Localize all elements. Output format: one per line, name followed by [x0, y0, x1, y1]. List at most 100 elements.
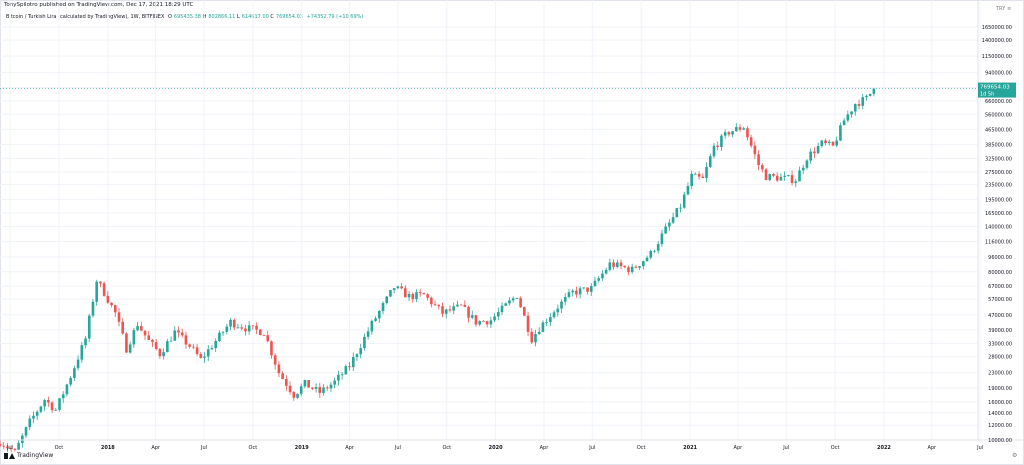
candle-body [337, 374, 340, 381]
candle-body [411, 293, 415, 300]
candle-body [682, 194, 686, 208]
candle-body [21, 435, 24, 443]
candle-body [136, 326, 139, 331]
candle-body [370, 320, 374, 332]
currency-scale-label[interactable]: TRY [996, 6, 1006, 12]
candle-body [311, 387, 314, 389]
candle-body [787, 175, 790, 176]
candle-body [537, 331, 541, 335]
candle-body [656, 244, 660, 251]
candle-body [132, 330, 136, 345]
y-tick-label: 33000.00 [988, 341, 1012, 347]
axis-settings-icon[interactable]: ⚙ [1012, 452, 1018, 459]
candle-body [612, 262, 615, 268]
candle-body [259, 329, 262, 335]
candle-body [296, 393, 299, 398]
candle-body [2, 445, 6, 447]
candle-body [121, 321, 125, 334]
candle-body [192, 346, 195, 348]
candle-body [125, 333, 128, 353]
candle-body [143, 330, 147, 336]
y-tick-label: 12000.00 [988, 423, 1012, 429]
x-tick-label: 2018 [101, 445, 115, 451]
x-tick-label: Jul [588, 445, 595, 451]
candle-countdown: 1d 5h [980, 92, 994, 98]
candle-body [437, 304, 441, 307]
y-tick-label: 275000.00 [985, 170, 1012, 176]
tradingview-brand[interactable]: TradingView [4, 452, 53, 459]
brand-name: TradingView [17, 452, 54, 459]
x-tick-label: Apr [345, 445, 355, 451]
candle-body [244, 328, 247, 332]
candle-body [846, 114, 850, 121]
candle-body [91, 301, 95, 316]
candle-body [496, 312, 500, 317]
candle-body [128, 344, 132, 353]
last-price-tag-bg [978, 82, 1016, 98]
y-tick-label: 80000.00 [988, 270, 1012, 276]
candle-body [348, 366, 351, 368]
x-tick-label: Apr [734, 445, 744, 451]
candle-body [251, 325, 255, 327]
candle-body [772, 174, 775, 176]
candle-body [377, 310, 381, 319]
candle-body [452, 306, 455, 311]
candle-body [400, 286, 403, 289]
candle-body [333, 380, 336, 385]
candle-body [0, 444, 2, 446]
y-tick-label: 116000.00 [985, 240, 1012, 246]
candle-body [285, 378, 288, 386]
symbol-title: Bitcoin / Turkish Lira (calculated by Tr… [6, 14, 165, 20]
candle-body [746, 128, 749, 138]
candle-body [273, 355, 277, 365]
candle-body [853, 104, 857, 112]
candle-body [742, 128, 746, 130]
candle-body [299, 386, 303, 394]
candle-body [340, 374, 344, 376]
candle-body [630, 266, 634, 272]
candle-body [154, 342, 158, 350]
x-tick-label: Jul [6, 445, 13, 451]
x-tick-label: Jul [394, 445, 401, 451]
candle-body [43, 400, 46, 407]
x-tick-label: 2022 [877, 445, 891, 451]
candle-body [113, 305, 117, 313]
candle-body [534, 334, 537, 343]
candle-body [530, 331, 534, 343]
y-tick-label: 1400000.00 [982, 38, 1012, 44]
candle-body [541, 322, 545, 332]
y-tick-label: 325000.00 [985, 156, 1012, 162]
candle-body [634, 266, 638, 268]
x-tick-label: Oct [442, 445, 451, 451]
candle-body [169, 340, 173, 342]
candle-body [199, 354, 203, 358]
candle-body [627, 267, 630, 272]
candle-body [39, 406, 43, 412]
candle-body [407, 293, 411, 298]
candle-body [203, 356, 206, 358]
candle-body [355, 354, 359, 357]
candle-body [389, 290, 392, 297]
candle-body [448, 309, 452, 311]
candle-body [73, 368, 76, 378]
candle-body [578, 288, 582, 295]
candle-body [381, 303, 385, 311]
candle-body [757, 154, 760, 166]
candle-body [392, 288, 396, 291]
candle-body [642, 261, 645, 267]
candle-body [80, 345, 84, 360]
candle-body [708, 156, 712, 167]
candle-body [723, 132, 727, 136]
candle-body [764, 169, 768, 181]
candle-body [418, 292, 422, 294]
candle-body [560, 301, 563, 309]
candle-body [433, 304, 437, 306]
scale-menu-icon[interactable]: ≡ [1007, 6, 1012, 12]
candle-body [106, 295, 110, 303]
candle-body [653, 250, 656, 252]
candle-body [701, 176, 705, 179]
y-tick-label: 385000.00 [985, 143, 1012, 149]
candle-body [188, 344, 191, 347]
candle-body [801, 167, 805, 171]
